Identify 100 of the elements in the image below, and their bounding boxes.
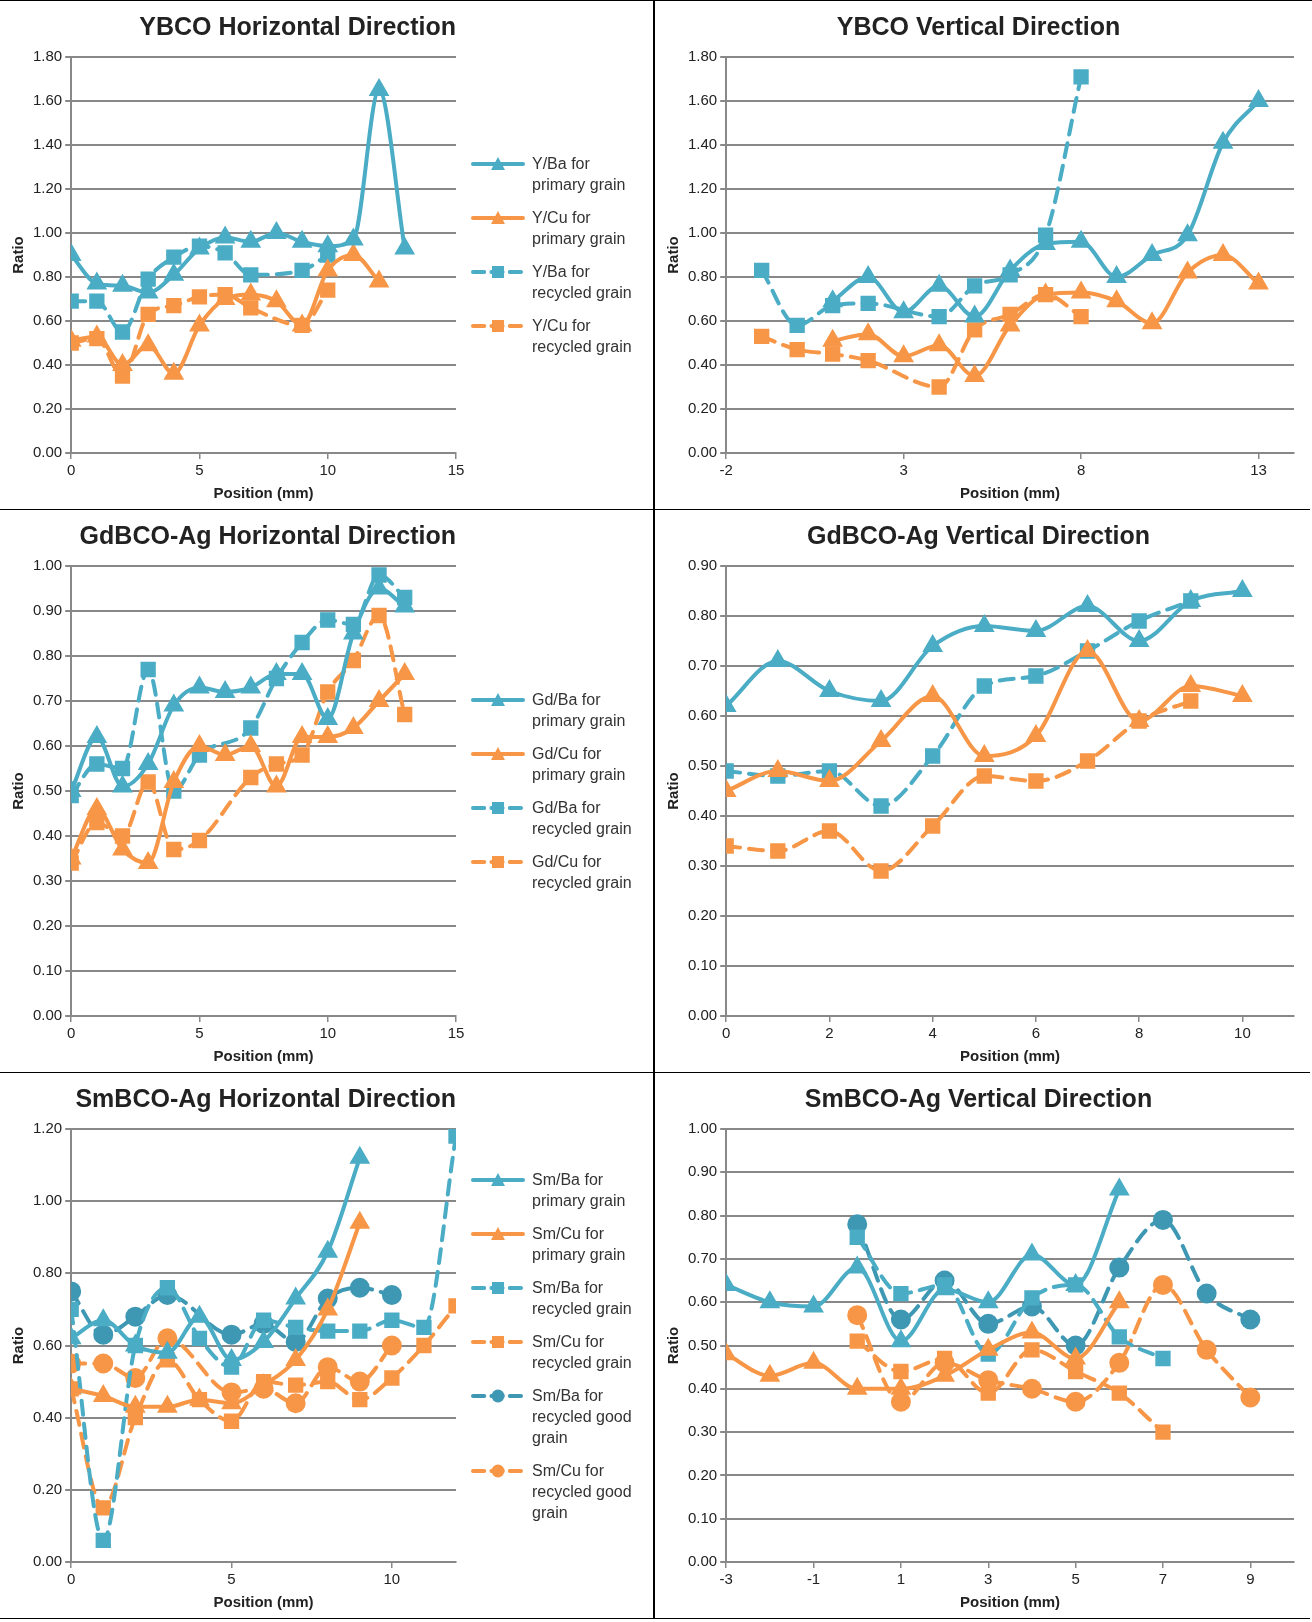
y-tick-label: 0.20 <box>32 399 63 417</box>
x-axis-title: Position (mm) <box>213 1593 314 1611</box>
legend-label: Y/Cu for primary grain <box>532 208 627 249</box>
y-tick-label: 0.40 <box>32 1407 63 1425</box>
x-tick-label: 4 <box>928 1024 937 1042</box>
x-tick-label: 0 <box>67 461 76 479</box>
y-tick-label: 0.20 <box>32 1479 63 1497</box>
y-tick-label: 0.20 <box>687 906 718 924</box>
y-tick-label: 1.80 <box>687 47 718 65</box>
y-axis-title: Ratio <box>9 772 27 810</box>
chart-title: GdBCO-Ag Vertical Direction <box>806 520 1151 549</box>
x-axis-title: Position (mm) <box>960 484 1061 502</box>
chart-title: GdBCO-Ag Horizontal Direction <box>79 520 456 549</box>
y-axis-title: Ratio <box>664 1326 682 1365</box>
y-tick-label: 0.30 <box>687 1422 718 1440</box>
y-tick-label: 1.00 <box>687 223 718 241</box>
x-tick-label: 6 <box>1031 1024 1041 1042</box>
x-axis-title: Position (mm) <box>213 1047 314 1065</box>
legend-label: Sm/Cu for primary grain <box>532 1223 627 1265</box>
y-tick-label: 0.20 <box>32 916 63 934</box>
x-tick-label: 0 <box>67 1570 76 1588</box>
y-tick-label: 0.80 <box>687 1205 718 1223</box>
y-tick-label: 1.20 <box>32 179 63 197</box>
x-tick-label: 5 <box>227 1570 236 1588</box>
x-tick-label: 5 <box>195 1024 204 1042</box>
y-axis-title: Ratio <box>9 236 27 274</box>
y-tick-label: 0.20 <box>687 1465 718 1483</box>
y-tick-label: 0.70 <box>687 1249 718 1267</box>
x-tick-label: 15 <box>447 1024 465 1042</box>
y-tick-label: 0.60 <box>32 311 63 329</box>
y-tick-label: 0.90 <box>687 556 718 574</box>
chart-title: YBCO Vertical Direction <box>836 11 1121 40</box>
x-tick-label: 2 <box>825 1024 834 1042</box>
y-tick-label: 0.80 <box>32 1263 63 1281</box>
y-tick-label: 0.10 <box>687 1508 718 1526</box>
y-tick-label: 0.40 <box>687 355 718 373</box>
y-tick-label: 1.60 <box>32 91 63 109</box>
x-tick-label: -2 <box>719 461 733 479</box>
legend-label: Sm/Cu for recycled good grain <box>532 1460 633 1523</box>
y-tick-label: 0.40 <box>32 355 63 373</box>
y-tick-label: 1.60 <box>687 91 718 109</box>
x-axis-title: Position (mm) <box>960 1593 1061 1611</box>
y-tick-label: 0.70 <box>32 691 63 709</box>
x-tick-label: 15 <box>447 461 465 479</box>
y-tick-label: 0.00 <box>32 1006 63 1024</box>
legend-label: Y/Ba for primary grain <box>532 154 627 195</box>
legend-label: Sm/Ba for recycled good grain <box>532 1385 633 1448</box>
legend-label: Gd/Ba for primary grain <box>532 690 627 731</box>
x-tick-label: -3 <box>719 1570 733 1588</box>
y-tick-label: 0.80 <box>32 267 63 285</box>
y-tick-label: 0.00 <box>687 1006 718 1024</box>
y-tick-label: 0.50 <box>687 756 718 774</box>
y-tick-label: 0.60 <box>32 1335 63 1353</box>
x-tick-label: 8 <box>1076 461 1086 479</box>
y-tick-label: 0.90 <box>32 601 63 619</box>
y-tick-label: 1.80 <box>32 47 63 65</box>
y-tick-label: 0.60 <box>687 311 718 329</box>
y-tick-label: 1.00 <box>32 223 63 241</box>
y-tick-label: 0.80 <box>687 267 718 285</box>
y-tick-label: 0.60 <box>32 736 63 754</box>
chart-title: YBCO Horizontal Direction <box>139 11 456 40</box>
legend-label: Sm/Ba for recycled grain <box>532 1277 633 1319</box>
y-tick-label: 1.20 <box>32 1119 63 1137</box>
legend-label: Gd/Cu for recycled grain <box>532 852 633 893</box>
y-tick-label: 0.70 <box>687 656 718 674</box>
y-tick-label: 0.00 <box>32 1552 63 1570</box>
y-tick-label: 0.30 <box>687 856 718 874</box>
x-axis-title: Position (mm) <box>213 484 314 502</box>
y-tick-label: 0.80 <box>32 646 63 664</box>
x-tick-label: 5 <box>1071 1570 1080 1588</box>
x-tick-label: 10 <box>319 461 337 479</box>
x-tick-label: 7 <box>1158 1570 1168 1588</box>
x-tick-label: 9 <box>1246 1570 1255 1588</box>
y-tick-label: 0.40 <box>687 806 718 824</box>
y-tick-label: 0.50 <box>32 781 63 799</box>
y-axis-title: Ratio <box>664 236 682 274</box>
x-tick-label: 10 <box>383 1570 401 1588</box>
y-axis-title: Ratio <box>664 772 682 810</box>
y-tick-label: 0.10 <box>687 956 718 974</box>
y-tick-label: 1.00 <box>32 1191 63 1209</box>
y-tick-label: 0.50 <box>687 1335 718 1353</box>
y-tick-label: 0.60 <box>687 706 718 724</box>
legend-label: Gd/Ba for recycled grain <box>532 798 633 839</box>
x-tick-label: 3 <box>899 461 908 479</box>
x-tick-label: 5 <box>195 461 204 479</box>
y-tick-label: 0.40 <box>32 826 63 844</box>
y-tick-label: 0.80 <box>687 606 718 624</box>
legend-label: Gd/Cu for primary grain <box>532 744 627 785</box>
x-tick-label: 10 <box>1234 1024 1251 1042</box>
y-axis-title: Ratio <box>9 1326 27 1365</box>
y-tick-label: 0.30 <box>32 871 63 889</box>
y-tick-label: 0.00 <box>687 443 718 461</box>
y-tick-label: 1.20 <box>687 179 718 197</box>
x-axis-title: Position (mm) <box>960 1047 1061 1065</box>
legend-label: Sm/Cu for recycled grain <box>532 1331 633 1373</box>
y-tick-label: 0.00 <box>687 1552 718 1570</box>
x-tick-label: 0 <box>67 1024 76 1042</box>
y-tick-label: 1.00 <box>32 556 63 574</box>
y-tick-label: 0.60 <box>687 1292 718 1310</box>
x-tick-label: 13 <box>1250 461 1267 479</box>
